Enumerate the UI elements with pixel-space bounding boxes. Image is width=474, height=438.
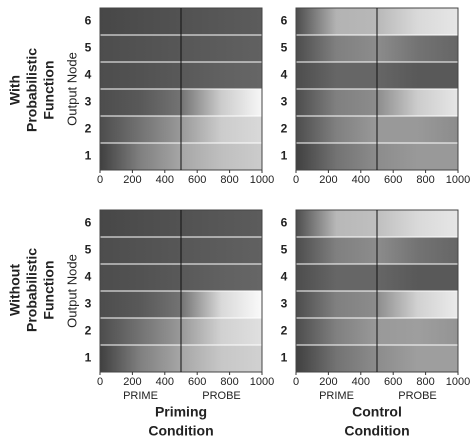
x-tick-label: 400 [352, 376, 370, 388]
x-tick-label: 400 [352, 174, 370, 186]
x-tick-label: 400 [156, 174, 174, 186]
x-tick-label: 800 [416, 376, 434, 388]
x-tick-label: 1000 [446, 376, 470, 388]
y-tick-label: 3 [281, 95, 288, 109]
x-tick-label: 200 [123, 174, 141, 186]
y-tick-label: 3 [281, 297, 288, 311]
column-label: Condition [344, 423, 409, 438]
x-tick-label: 400 [156, 376, 174, 388]
phase-label: PRIME [123, 390, 158, 402]
y-tick-label: 1 [85, 351, 92, 365]
y-tick-label: 3 [85, 297, 92, 311]
y-tick-label: 5 [85, 41, 92, 55]
y-tick-label: 5 [85, 243, 92, 257]
y-tick-label: 6 [281, 216, 288, 230]
y-tick-label: 2 [85, 122, 92, 136]
column-label: Control [352, 404, 402, 420]
row-label: Probabilistic [24, 48, 40, 132]
x-tick-label: 1000 [250, 174, 274, 186]
phase-label: PROBE [398, 390, 437, 402]
y-tick-label: 5 [281, 243, 288, 257]
y-axis-label: Output Node [64, 52, 79, 126]
y-tick-label: 4 [281, 270, 288, 284]
row-label: Function [41, 60, 57, 119]
x-tick-label: 0 [293, 174, 299, 186]
x-tick-label: 200 [319, 174, 337, 186]
y-tick-label: 2 [85, 324, 92, 338]
y-tick-label: 6 [85, 216, 92, 230]
y-tick-label: 4 [281, 68, 288, 82]
y-tick-label: 6 [281, 14, 288, 28]
y-tick-label: 4 [85, 68, 92, 82]
row-label: Function [41, 260, 57, 319]
x-tick-label: 200 [123, 376, 141, 388]
y-tick-label: 1 [281, 351, 288, 365]
y-tick-label: 2 [281, 324, 288, 338]
phase-label: PRIME [319, 390, 354, 402]
x-tick-label: 0 [293, 376, 299, 388]
y-tick-label: 4 [85, 270, 92, 284]
x-tick-label: 800 [416, 174, 434, 186]
x-tick-label: 200 [319, 376, 337, 388]
phase-label: PROBE [202, 390, 241, 402]
y-tick-label: 1 [85, 149, 92, 163]
x-tick-label: 800 [220, 376, 238, 388]
y-tick-label: 5 [281, 41, 288, 55]
column-label: Priming [155, 404, 207, 420]
y-tick-label: 2 [281, 122, 288, 136]
x-tick-label: 1000 [446, 174, 470, 186]
x-tick-label: 1000 [250, 376, 274, 388]
x-tick-label: 600 [188, 376, 206, 388]
x-tick-label: 600 [188, 174, 206, 186]
y-tick-label: 3 [85, 95, 92, 109]
row-label: Probabilistic [24, 248, 40, 332]
x-tick-label: 0 [97, 174, 103, 186]
x-tick-label: 600 [384, 174, 402, 186]
x-tick-label: 600 [384, 376, 402, 388]
column-label: Condition [148, 423, 213, 438]
x-tick-label: 800 [220, 174, 238, 186]
row-label: With [7, 75, 23, 105]
y-axis-label: Output Node [64, 254, 79, 328]
y-tick-label: 6 [85, 14, 92, 28]
x-tick-label: 0 [97, 376, 103, 388]
row-label: Without [7, 264, 23, 316]
y-tick-label: 1 [281, 149, 288, 163]
